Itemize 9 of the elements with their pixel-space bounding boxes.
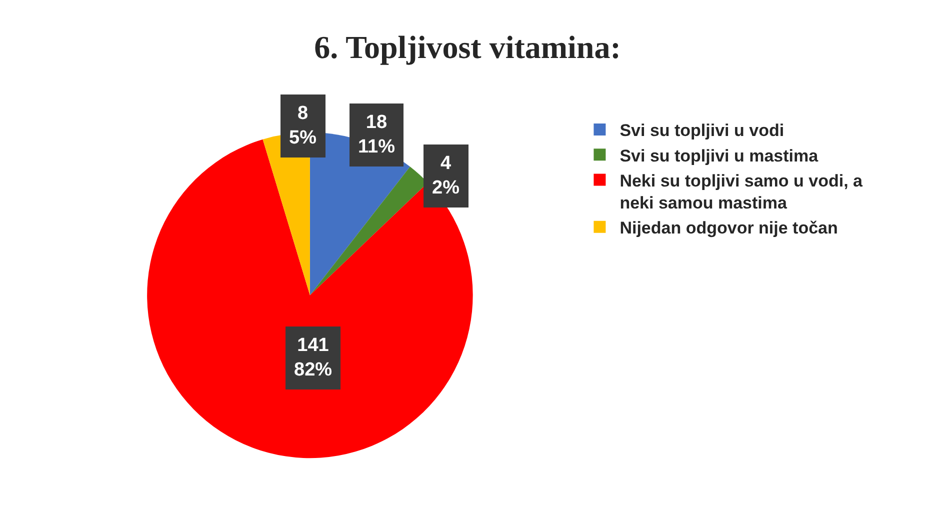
- legend-label: Svi su topljivi u vodi: [620, 121, 784, 140]
- chart-title: 6. Topljivost vitamina:: [314, 29, 621, 66]
- data-label: 141 82%: [294, 335, 332, 381]
- legend-label: Svi su topljivi u mastima: [620, 146, 819, 166]
- data-label: 8 5%: [289, 103, 317, 149]
- data-label: 4 2%: [432, 153, 460, 199]
- legend-label: Neki su topljivi samo u vodi, a neki samou mastima: [620, 171, 864, 212]
- legend-label: Nijedan odgovor nije točan: [620, 218, 838, 238]
- data-label: 18 11%: [358, 112, 396, 158]
